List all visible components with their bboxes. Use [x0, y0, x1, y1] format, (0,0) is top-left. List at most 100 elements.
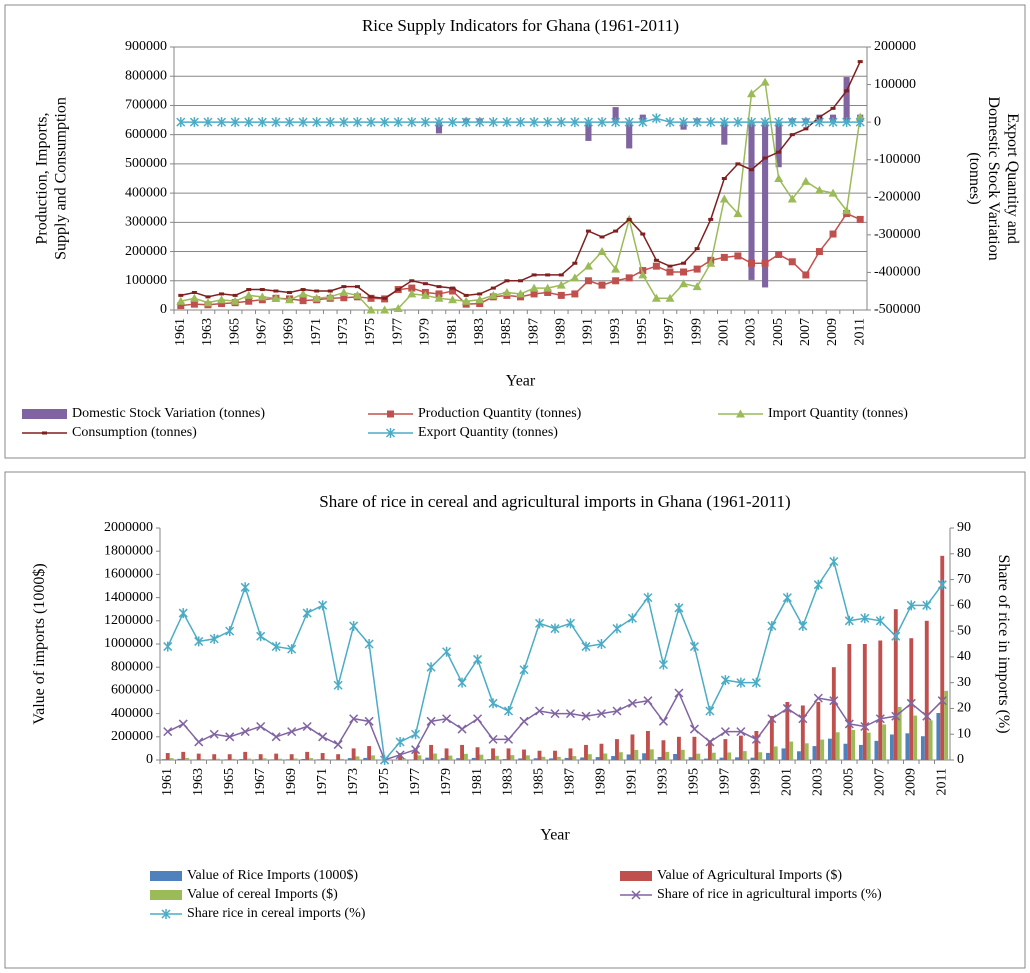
bar [309, 758, 313, 760]
bar [417, 755, 422, 760]
marker [457, 724, 467, 734]
bar [487, 759, 492, 760]
bar [243, 751, 248, 760]
bar [425, 757, 430, 760]
bar [599, 743, 604, 760]
marker [488, 117, 498, 128]
marker [426, 716, 436, 726]
bar [704, 758, 708, 760]
marker [387, 410, 394, 418]
bar [781, 748, 786, 760]
marker [457, 677, 467, 688]
marker [571, 290, 579, 298]
marker [436, 285, 442, 289]
marker [287, 644, 297, 655]
bar [642, 753, 647, 760]
marker [599, 235, 605, 239]
marker [450, 286, 456, 290]
x-tick-label: 1979 [439, 768, 454, 796]
bar [680, 749, 685, 760]
marker [855, 117, 865, 128]
bar [336, 754, 341, 760]
y-tick-label: 600000 [125, 127, 167, 142]
bar [305, 751, 310, 760]
bar [758, 752, 763, 760]
marker [461, 296, 471, 305]
marker [844, 89, 850, 93]
marker [271, 293, 281, 302]
marker [411, 745, 421, 755]
marker [244, 290, 254, 299]
bar [340, 758, 344, 760]
marker [692, 282, 702, 291]
y2-axis-title: Export Quantity andDomestic Stock Variat… [966, 96, 1021, 260]
marker [719, 194, 729, 203]
bar [351, 748, 356, 760]
y-tick-label: 1800000 [104, 543, 153, 558]
marker [477, 292, 483, 296]
marker [775, 250, 783, 258]
x-tick-label: 2011 [852, 318, 867, 345]
y-tick-label: 400000 [125, 185, 167, 200]
bar [355, 756, 360, 760]
x-tick-label: 1975 [363, 318, 378, 346]
marker [284, 117, 295, 128]
bar [742, 751, 747, 760]
marker [813, 693, 823, 703]
marker [516, 289, 525, 298]
x-tick-label: 1991 [581, 318, 596, 346]
marker [665, 117, 675, 128]
y2-tick-label: 70 [957, 572, 971, 587]
y-tick-label: 2000000 [104, 520, 153, 535]
marker [449, 287, 457, 295]
marker [420, 117, 430, 128]
marker [504, 279, 510, 283]
marker [178, 293, 184, 297]
marker [395, 736, 405, 747]
bar [711, 752, 716, 760]
bar [258, 754, 263, 760]
marker [787, 194, 797, 203]
marker [177, 302, 185, 310]
marker [354, 285, 360, 289]
marker [844, 719, 854, 729]
marker [191, 290, 197, 294]
marker [597, 117, 607, 128]
marker [163, 727, 173, 737]
bar [587, 754, 592, 760]
marker [581, 711, 591, 721]
bar [851, 729, 856, 760]
x-tick-label: 1975 [377, 768, 392, 796]
x-axis-title: Year [540, 827, 570, 844]
marker [543, 283, 553, 292]
marker [581, 641, 591, 652]
bar [936, 713, 941, 760]
marker [674, 602, 684, 613]
bar [270, 759, 275, 760]
bar [874, 740, 879, 760]
marker [693, 265, 701, 273]
marker [735, 162, 741, 166]
bar [847, 644, 852, 760]
bar [727, 752, 732, 760]
marker [339, 117, 349, 128]
marker [631, 890, 641, 900]
x-tick-label: 1969 [284, 768, 299, 796]
bar [435, 122, 443, 134]
bar [208, 759, 213, 760]
y2-tick-label: 40 [957, 649, 971, 664]
bar [444, 748, 449, 760]
x-tick-label: 1995 [687, 768, 702, 796]
x-tick-label: 2009 [903, 768, 918, 796]
legend-swatch [150, 871, 182, 881]
marker [558, 273, 564, 277]
x-tick-label: 2007 [873, 768, 888, 796]
marker [490, 286, 496, 290]
bar [537, 750, 542, 760]
bar [181, 751, 186, 760]
marker [299, 297, 307, 305]
marker [395, 288, 401, 292]
marker [597, 247, 607, 256]
bar [866, 732, 871, 760]
